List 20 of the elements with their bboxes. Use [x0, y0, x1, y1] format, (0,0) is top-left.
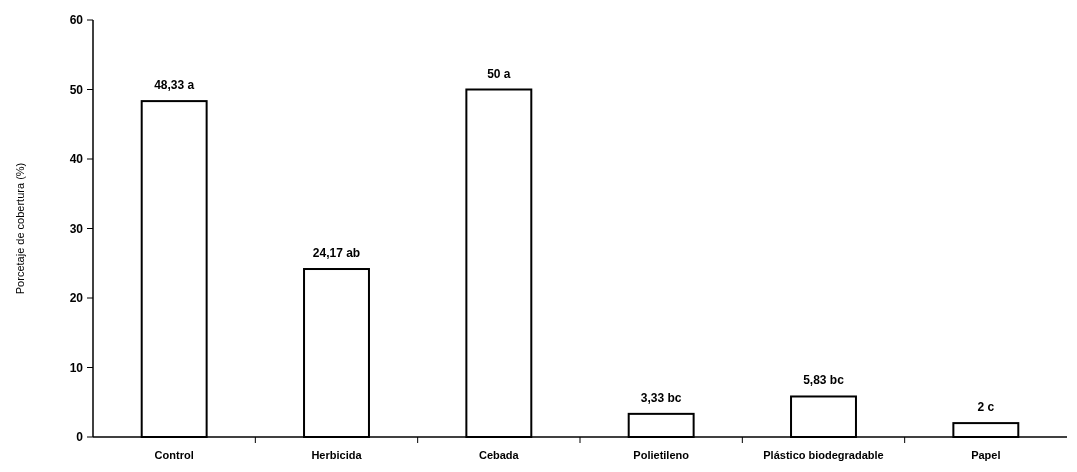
x-tick-label: Control	[154, 449, 194, 461]
y-tick-label: 20	[69, 291, 84, 306]
x-tick-label: Polietileno	[633, 449, 690, 461]
y-tick-label: 0	[76, 430, 84, 445]
x-tick-label: Plástico biodegradable	[763, 449, 884, 461]
x-tick-label: Cebada	[478, 449, 520, 461]
data-label: 5,83 bc	[803, 373, 845, 388]
x-tick-label: Papel	[971, 449, 1001, 461]
y-tick-label: 50	[69, 82, 84, 97]
y-tick-label: 40	[69, 152, 84, 167]
data-label: 48,33 a	[154, 78, 195, 93]
data-label: 2 c	[977, 400, 995, 415]
y-tick-label: 10	[69, 360, 84, 375]
y-tick-label: 30	[69, 221, 84, 236]
data-label: 24,17 ab	[312, 246, 361, 261]
x-tick-label: Herbicida	[311, 449, 363, 461]
y-axis-title: Porcetaje de cobertura (%)	[14, 162, 26, 295]
data-label: 50 a	[487, 66, 511, 81]
data-label: 3,33 bc	[640, 390, 682, 405]
y-tick-label: 60	[69, 13, 84, 28]
